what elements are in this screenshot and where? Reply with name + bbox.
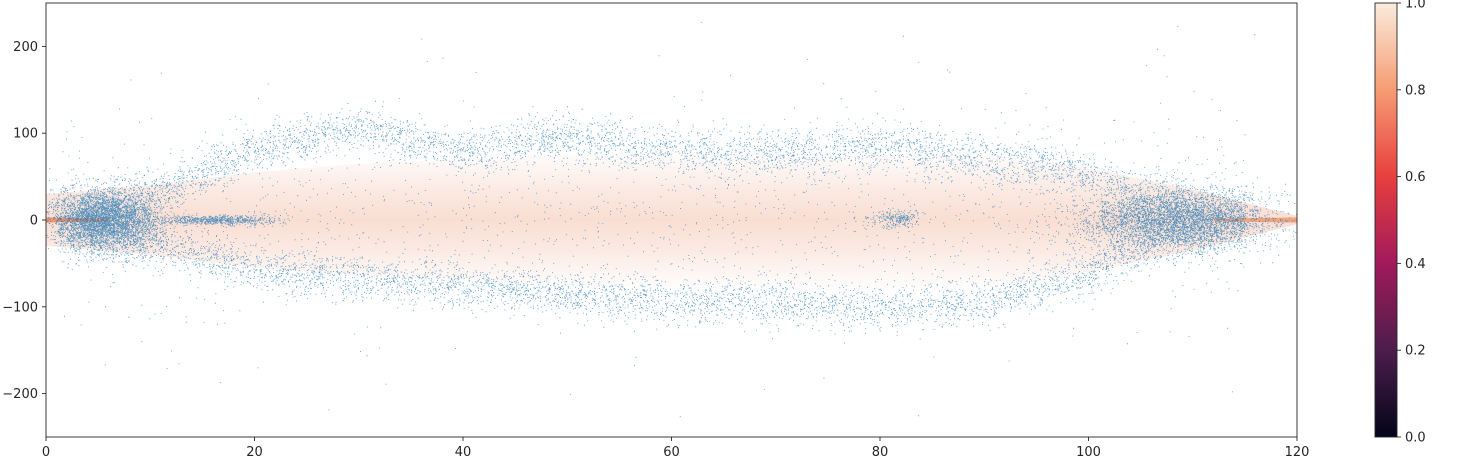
scatter-points <box>46 21 1297 418</box>
x-tick-label: 80 <box>872 445 889 460</box>
density-band <box>46 148 1297 292</box>
y-tick-label: 0 <box>30 214 38 229</box>
colorbar-tick-label: 0.4 <box>1405 257 1426 272</box>
plot-area <box>46 21 1297 418</box>
x-tick-label: 120 <box>1285 445 1310 460</box>
x-tick-label: 0 <box>42 445 50 460</box>
x-axis: 0 20 40 60 80 100 120 <box>42 437 1310 460</box>
colorbar-tick-label: 0.8 <box>1405 83 1426 98</box>
colorbar: 0.0 0.2 0.4 0.6 0.8 1.0 <box>1374 0 1426 446</box>
colorbar-scale <box>1374 2 1398 438</box>
colorbar-tick-label: 0.6 <box>1405 170 1426 185</box>
x-tick-label: 20 <box>246 445 263 460</box>
colorbar-tick-label: 0.2 <box>1405 344 1426 359</box>
y-tick-label: 200 <box>13 40 38 55</box>
y-tick-label: 100 <box>13 127 38 142</box>
x-tick-label: 60 <box>663 445 680 460</box>
y-tick-label: −200 <box>2 387 38 402</box>
x-tick-label: 100 <box>1076 445 1101 460</box>
x-tick-label: 40 <box>455 445 472 460</box>
colorbar-tick-label: 1.0 <box>1405 0 1426 12</box>
scatter-markers <box>46 21 1297 418</box>
colorbar-tick-label: 0.0 <box>1405 431 1426 446</box>
y-axis: −200 −100 0 100 200 <box>2 40 46 402</box>
y-tick-label: −100 <box>2 300 38 315</box>
